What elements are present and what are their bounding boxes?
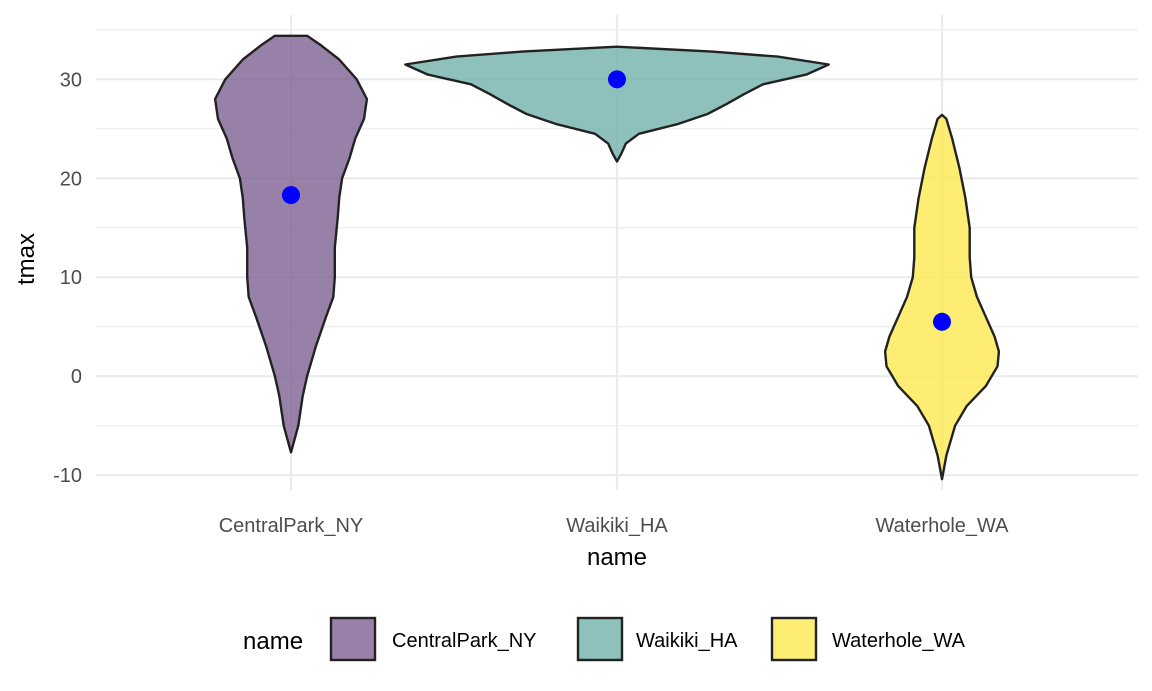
x-axis-title: name <box>587 544 647 571</box>
violin-waikiki-ha <box>405 47 828 162</box>
median-point <box>608 70 626 88</box>
legend-label: CentralPark_NY <box>392 630 537 652</box>
legend: name CentralPark_NY Waikiki_HA Waterhole_W… <box>243 618 966 660</box>
x-axis: CentralPark_NY Waikiki_HA Waterhole_WA <box>219 515 1009 537</box>
y-tick-label: -10 <box>53 465 82 487</box>
y-tick-label: 0 <box>71 366 82 388</box>
legend-label: Waikiki_HA <box>636 630 738 652</box>
y-axis: -10 0 10 20 30 <box>53 69 82 487</box>
violin-waterhole-wa <box>885 115 999 479</box>
legend-title: name <box>243 628 303 655</box>
y-tick-label: 30 <box>60 69 82 91</box>
legend-key <box>578 618 622 660</box>
x-tick-label: CentralPark_NY <box>219 515 364 537</box>
median-point <box>933 313 951 331</box>
x-tick-label: Waterhole_WA <box>875 515 1009 537</box>
legend-label: Waterhole_WA <box>832 630 966 652</box>
y-tick-label: 20 <box>60 168 82 190</box>
y-tick-label: 10 <box>60 267 82 289</box>
y-axis-title: tmax <box>13 233 40 285</box>
legend-key <box>331 618 375 660</box>
median-point <box>282 186 300 204</box>
x-tick-label: Waikiki_HA <box>566 515 668 537</box>
violin-centralpark-ny <box>215 36 367 453</box>
violins <box>215 36 999 479</box>
legend-key <box>772 618 816 660</box>
